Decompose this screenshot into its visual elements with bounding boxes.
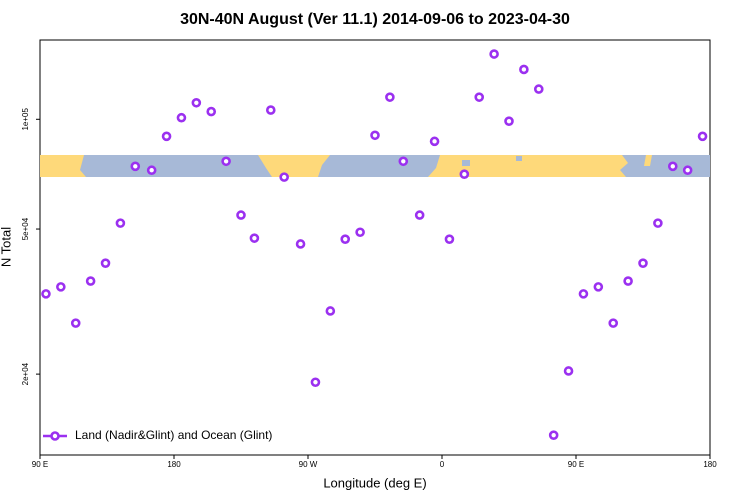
point: [444, 234, 455, 244]
x-tick-label: 180: [167, 460, 181, 469]
point: [206, 106, 217, 117]
x-tick-label: 90 E: [568, 460, 584, 469]
point: [56, 282, 66, 292]
point: [340, 234, 351, 244]
map-strip: [40, 155, 710, 177]
point: [459, 169, 470, 179]
y-tick-label: 5e+04: [21, 217, 30, 240]
point: [653, 218, 663, 228]
chart-title: 30N-40N August (Ver 11.1) 2014-09-06 to …: [180, 11, 570, 28]
y-tick-label: 1e+05: [21, 108, 30, 131]
point: [236, 210, 246, 220]
point: [578, 289, 589, 299]
point: [370, 130, 380, 141]
point: [563, 366, 574, 376]
point: [115, 218, 126, 228]
point: [638, 258, 648, 268]
point: [191, 97, 202, 108]
y-axis-label: N Total: [0, 227, 13, 267]
point: [249, 233, 260, 243]
point: [414, 210, 425, 220]
point: [667, 161, 678, 172]
point: [100, 258, 111, 268]
point: [623, 276, 633, 286]
y-tick-label: 2e+04: [21, 362, 30, 385]
point: [70, 318, 81, 328]
point: [85, 276, 96, 286]
point: [146, 165, 157, 176]
point: [593, 282, 604, 292]
point: [429, 136, 440, 147]
x-tick-label: 0: [440, 460, 445, 469]
point: [608, 318, 619, 328]
point: [176, 112, 187, 123]
point: [385, 92, 395, 102]
point: [355, 227, 365, 238]
point: [519, 64, 529, 75]
point: [533, 84, 544, 94]
x-tick-label: 180: [703, 460, 717, 469]
point: [325, 306, 336, 316]
legend-marker: [50, 431, 60, 441]
point: [474, 92, 485, 102]
point: [295, 239, 306, 249]
point: [697, 131, 708, 142]
x-tick-label: 90 E: [32, 460, 48, 469]
point: [161, 131, 172, 142]
plot-frame: [39, 39, 711, 456]
point: [682, 165, 693, 176]
point: [221, 156, 231, 167]
x-tick-label: 90 W: [299, 460, 318, 469]
point: [548, 430, 559, 440]
legend-label: Land (Nadir&Glint) and Ocean (Glint): [75, 428, 272, 442]
point: [279, 172, 289, 182]
point: [398, 156, 409, 167]
point: [265, 105, 276, 115]
point: [489, 49, 499, 59]
x-axis-label: Longitude (deg E): [323, 475, 426, 490]
point: [310, 377, 321, 388]
point: [41, 289, 51, 299]
point: [504, 116, 514, 127]
point: [130, 161, 141, 172]
